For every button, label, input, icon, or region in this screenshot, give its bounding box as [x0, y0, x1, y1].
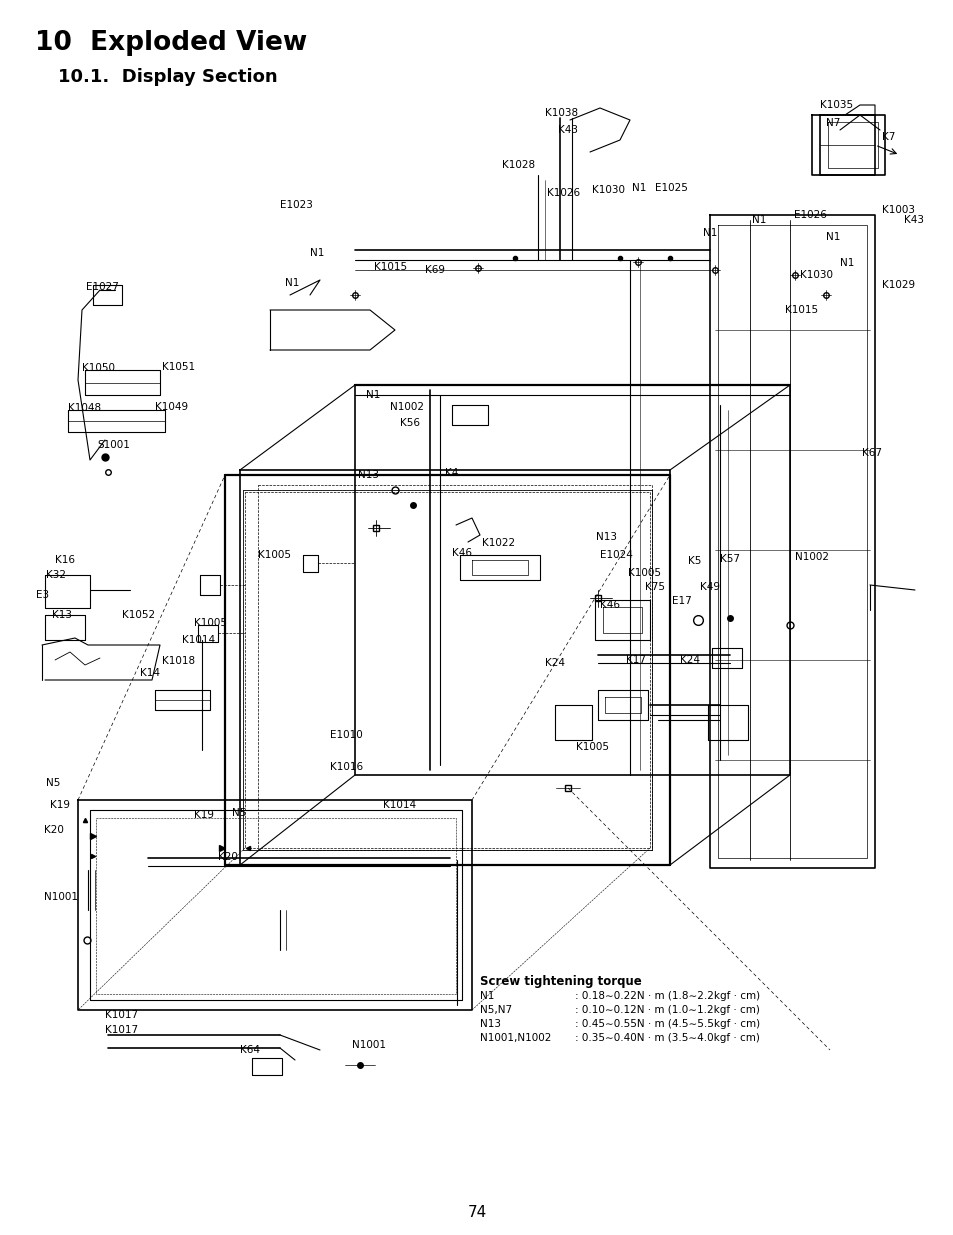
Text: K43: K43 — [903, 215, 923, 225]
Text: K67: K67 — [862, 448, 882, 458]
Text: K46: K46 — [599, 600, 619, 610]
Text: 10.1.  Display Section: 10.1. Display Section — [58, 68, 277, 86]
Text: N13: N13 — [596, 532, 617, 542]
Text: K1029: K1029 — [882, 280, 914, 290]
Text: E1023: E1023 — [280, 200, 313, 210]
Text: K1017: K1017 — [105, 1025, 138, 1035]
Text: K46: K46 — [452, 548, 472, 558]
Text: K43: K43 — [558, 125, 578, 135]
Text: K75: K75 — [644, 582, 664, 592]
Text: N1: N1 — [366, 390, 380, 400]
Text: K1016: K1016 — [330, 762, 363, 772]
Text: K24: K24 — [544, 658, 564, 668]
Text: E17: E17 — [671, 597, 691, 606]
Text: K1030: K1030 — [800, 270, 832, 280]
Text: K49: K49 — [700, 582, 720, 592]
Text: K1052: K1052 — [122, 610, 155, 620]
Text: N13: N13 — [479, 1019, 500, 1029]
Text: E1027: E1027 — [86, 282, 119, 291]
Text: K1015: K1015 — [374, 262, 407, 272]
Text: K1028: K1028 — [501, 161, 535, 170]
Text: K1035: K1035 — [820, 100, 852, 110]
Text: K1048: K1048 — [68, 403, 101, 412]
Text: : 0.45∼0.55N · m (4.5∼5.5kgf · cm): : 0.45∼0.55N · m (4.5∼5.5kgf · cm) — [575, 1019, 760, 1029]
Text: K69: K69 — [424, 266, 444, 275]
Text: K1049: K1049 — [154, 403, 188, 412]
Text: K1018: K1018 — [162, 656, 195, 666]
Text: K56: K56 — [399, 417, 419, 429]
Text: S1001: S1001 — [97, 440, 130, 450]
Text: N1: N1 — [310, 248, 324, 258]
Text: N1002: N1002 — [390, 403, 423, 412]
Text: K17: K17 — [625, 655, 645, 664]
Text: K4: K4 — [444, 468, 457, 478]
Text: N1002: N1002 — [794, 552, 828, 562]
Text: 74: 74 — [467, 1205, 486, 1220]
Text: K1030: K1030 — [592, 185, 624, 195]
Text: K19: K19 — [193, 810, 213, 820]
Text: N1: N1 — [479, 990, 494, 1002]
Text: K32: K32 — [46, 571, 66, 580]
Text: K5: K5 — [687, 556, 700, 566]
Text: K64: K64 — [240, 1045, 260, 1055]
Text: N5,N7: N5,N7 — [479, 1005, 512, 1015]
Text: K24: K24 — [679, 655, 700, 664]
Text: N1: N1 — [751, 215, 765, 225]
Text: : 0.10∼0.12N · m (1.0∼1.2kgf · cm): : 0.10∼0.12N · m (1.0∼1.2kgf · cm) — [575, 1005, 760, 1015]
Text: N7: N7 — [825, 119, 840, 128]
Text: K1005: K1005 — [257, 550, 291, 559]
Text: N1001,N1002: N1001,N1002 — [479, 1032, 551, 1044]
Text: K1022: K1022 — [481, 538, 515, 548]
Text: N1: N1 — [840, 258, 854, 268]
Text: K1015: K1015 — [784, 305, 818, 315]
Text: N5: N5 — [232, 808, 246, 818]
Text: K1005: K1005 — [193, 618, 227, 629]
Text: K1005: K1005 — [576, 742, 608, 752]
Text: K1017: K1017 — [105, 1010, 138, 1020]
Text: E1024: E1024 — [599, 550, 632, 559]
Text: N1001: N1001 — [352, 1040, 386, 1050]
Text: K7: K7 — [882, 132, 895, 142]
Text: Screw tightening torque: Screw tightening torque — [479, 974, 641, 988]
Text: N1: N1 — [702, 228, 717, 238]
Text: K1014: K1014 — [382, 800, 416, 810]
Text: K1003: K1003 — [882, 205, 914, 215]
Text: K14: K14 — [140, 668, 160, 678]
Text: : 0.18∼0.22N · m (1.8∼2.2kgf · cm): : 0.18∼0.22N · m (1.8∼2.2kgf · cm) — [575, 990, 760, 1002]
Text: K1026: K1026 — [546, 188, 579, 198]
Text: N13: N13 — [357, 471, 378, 480]
Text: N1: N1 — [631, 183, 646, 193]
Text: K57: K57 — [720, 555, 740, 564]
Text: E1025: E1025 — [655, 183, 687, 193]
Text: 10  Exploded View: 10 Exploded View — [35, 30, 307, 56]
Text: N1001: N1001 — [44, 892, 78, 902]
Text: K16: K16 — [55, 555, 75, 564]
Text: K1038: K1038 — [544, 107, 578, 119]
Text: E3: E3 — [36, 590, 49, 600]
Text: K19: K19 — [50, 800, 70, 810]
Text: N1: N1 — [825, 232, 840, 242]
Text: E1026: E1026 — [793, 210, 826, 220]
Text: K1051: K1051 — [162, 362, 195, 372]
Text: K13: K13 — [52, 610, 71, 620]
Text: N5: N5 — [46, 778, 60, 788]
Text: E1010: E1010 — [330, 730, 362, 740]
Text: K1005: K1005 — [627, 568, 660, 578]
Text: K1050: K1050 — [82, 363, 115, 373]
Text: : 0.35∼0.40N · m (3.5∼4.0kgf · cm): : 0.35∼0.40N · m (3.5∼4.0kgf · cm) — [575, 1032, 760, 1044]
Text: K20: K20 — [44, 825, 64, 835]
Text: N1: N1 — [285, 278, 299, 288]
Text: K1014: K1014 — [182, 635, 214, 645]
Text: K20: K20 — [218, 852, 237, 862]
